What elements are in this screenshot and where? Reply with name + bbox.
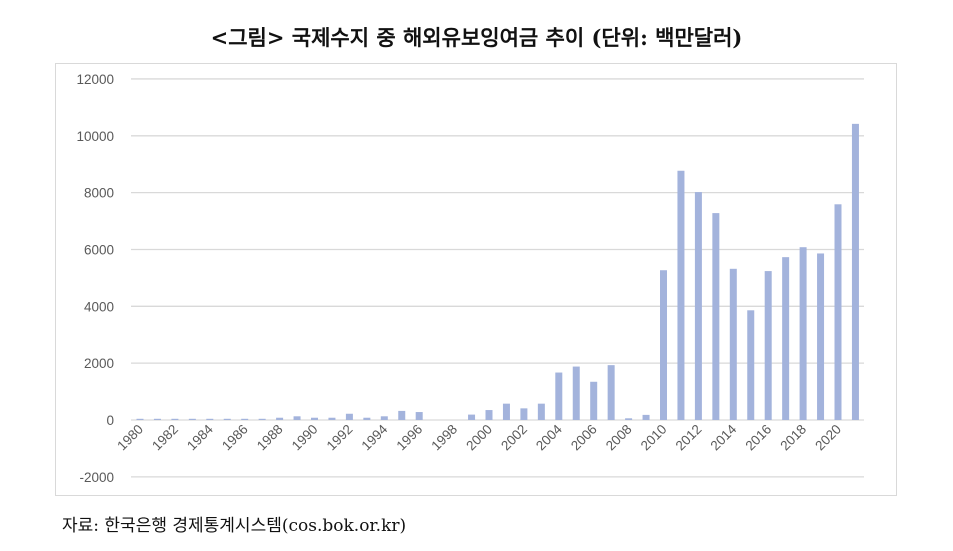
bar-1986 xyxy=(241,418,249,420)
bar-2011 xyxy=(677,170,685,420)
x-tick-label: 1986 xyxy=(219,422,251,454)
gridlines xyxy=(131,78,864,478)
x-tick-label: 2004 xyxy=(533,421,565,453)
y-tick-label: 0 xyxy=(106,413,114,428)
bar-1990 xyxy=(311,417,318,420)
chart-title: <그림> 국제수지 중 해외유보잉여금 추이 (단위: 백만달러) xyxy=(210,25,743,50)
bar-1989 xyxy=(293,416,301,420)
x-axis-labels: 1980 1982 1984 1986 1988 1990 1992 1994 1996 1998… xyxy=(114,421,844,453)
bar-2007 xyxy=(607,365,615,420)
bar-2002 xyxy=(520,408,528,420)
x-tick-label: 2010 xyxy=(638,422,670,454)
bar-2020 xyxy=(834,204,842,420)
bar-1996 xyxy=(415,412,423,420)
bar-2012 xyxy=(694,192,702,420)
bar-2006 xyxy=(590,381,598,420)
x-tick-label: 1998 xyxy=(428,422,460,454)
x-tick-label: 1996 xyxy=(393,422,425,454)
y-tick-label: 2000 xyxy=(84,356,114,371)
x-tick-label: 2008 xyxy=(603,422,635,454)
y-tick-label: -2000 xyxy=(79,470,114,485)
bar-1983 xyxy=(188,418,196,420)
bars xyxy=(136,123,859,421)
x-tick-label: 1984 xyxy=(184,421,216,453)
x-tick-label: 1990 xyxy=(289,422,321,454)
x-tick-label: 2000 xyxy=(463,422,495,454)
bar-2004 xyxy=(555,372,563,420)
bar-2008 xyxy=(625,418,633,420)
x-tick-label: 2020 xyxy=(812,422,844,454)
bar-2009 xyxy=(642,414,650,420)
x-tick-label: 2018 xyxy=(777,422,809,454)
x-tick-label: 2012 xyxy=(673,422,705,454)
bar-2000 xyxy=(485,410,493,420)
bar-1982 xyxy=(171,418,179,420)
bar-2017 xyxy=(782,257,790,420)
x-tick-label: 1992 xyxy=(324,422,356,454)
bar-1994 xyxy=(380,416,388,420)
y-tick-label: 10000 xyxy=(76,129,114,144)
bar-2014 xyxy=(729,268,737,420)
bar-1991 xyxy=(328,417,336,420)
bar-2003 xyxy=(537,403,545,420)
bar-2005 xyxy=(572,366,580,420)
x-tick-label: 1980 xyxy=(114,422,146,454)
bar-2018 xyxy=(799,247,807,420)
x-tick-label: 2016 xyxy=(742,422,774,454)
bar-1984 xyxy=(206,418,214,420)
x-tick-label: 2002 xyxy=(498,422,530,454)
y-tick-label: 4000 xyxy=(84,299,114,314)
bar-2001 xyxy=(502,403,510,420)
bar-1985 xyxy=(223,418,231,420)
x-tick-label: 1988 xyxy=(254,422,286,454)
chart-frame xyxy=(55,63,897,496)
source-note: 자료: 한국은행 경제통계시스템(cos.bok.or.kr) xyxy=(62,516,407,536)
bar-2021 xyxy=(851,123,859,421)
bar-1999 xyxy=(468,414,476,420)
bar-1980 xyxy=(136,418,144,420)
y-axis-labels: 12000 10000 8000 6000 4000 2000 0 -2000 xyxy=(76,72,114,485)
bar-2015 xyxy=(747,310,755,420)
bar-1993 xyxy=(363,417,371,420)
x-tick-label: 1994 xyxy=(359,421,391,453)
x-tick-label: 1982 xyxy=(149,422,181,454)
x-tick-label: 2014 xyxy=(708,421,740,453)
bar-1988 xyxy=(276,417,284,420)
x-tick-label: 2006 xyxy=(568,422,600,454)
y-tick-label: 8000 xyxy=(84,186,114,201)
y-tick-label: 6000 xyxy=(84,242,114,257)
bar-2013 xyxy=(712,213,720,420)
bar-1987 xyxy=(258,418,266,420)
y-tick-label: 12000 xyxy=(76,72,114,87)
bar-1995 xyxy=(398,410,406,420)
bar-2016 xyxy=(764,271,772,420)
bar-1981 xyxy=(153,418,161,420)
bar-2019 xyxy=(817,253,825,420)
bar-2010 xyxy=(660,270,667,420)
bar-1992 xyxy=(345,413,353,420)
